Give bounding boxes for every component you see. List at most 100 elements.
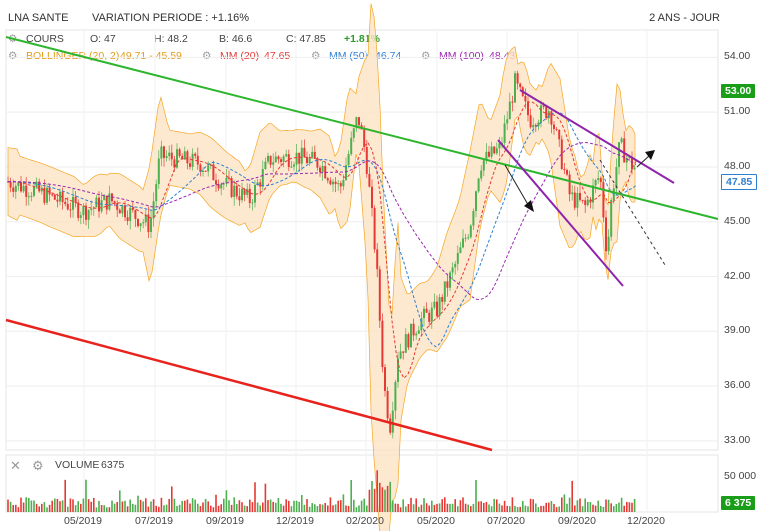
volume-bar [423, 498, 425, 512]
mm50-line [7, 111, 637, 348]
candle-body [248, 188, 251, 204]
candle-body [228, 177, 230, 179]
volume-bar [623, 505, 625, 512]
candle-body [449, 272, 451, 288]
volume-bar [584, 498, 586, 512]
volume-bar [522, 500, 524, 512]
candle-body [534, 125, 537, 127]
candle-body [381, 320, 384, 368]
legend-mm20: MM (20) [220, 50, 260, 62]
volume-bar [311, 503, 313, 512]
volume-bar [228, 500, 230, 512]
gear-icon[interactable]: ⚙ [8, 50, 18, 62]
candle-body [485, 151, 488, 161]
volume-bar [212, 507, 215, 512]
red-trendline [5, 318, 493, 452]
period-selector[interactable]: 2 ANS - JOUR [649, 12, 720, 24]
legend-mm20-value: 47.65 [264, 50, 291, 62]
volume-bar [236, 504, 238, 512]
gear-icon[interactable]: ⚙ [202, 50, 212, 62]
candle-body [625, 158, 628, 163]
candle-body [631, 157, 633, 170]
candle-body [337, 183, 340, 185]
volume-bar [220, 504, 222, 512]
candle-body [407, 334, 410, 348]
candle-body [131, 207, 134, 211]
volume-bar [243, 505, 246, 512]
legend-mm100: MM (100) [439, 50, 484, 62]
volume-bar [431, 500, 433, 512]
candle-body [391, 410, 394, 433]
candle-body [303, 147, 306, 158]
volume-bar [87, 499, 90, 512]
candle-body [95, 197, 98, 208]
gear-icon[interactable]: ⚙ [311, 50, 321, 62]
volume-bar [17, 507, 20, 512]
candle-body [451, 267, 454, 273]
volume-bar [602, 506, 605, 512]
gear-icon[interactable]: ⚙ [32, 458, 44, 473]
candle-body [40, 187, 43, 192]
candle-body [212, 164, 215, 181]
candle-body [394, 382, 397, 411]
volume-bar [498, 503, 501, 512]
candle-body [542, 105, 545, 107]
candles [7, 70, 636, 439]
candle-body [121, 205, 124, 214]
volume-bar [337, 500, 339, 512]
volume-bar [64, 479, 66, 512]
bollinger-area [7, 3, 636, 531]
gear-icon[interactable]: ⚙ [421, 50, 431, 62]
volume-bar [420, 504, 423, 512]
volume-bar [74, 505, 77, 512]
candle-body [568, 174, 571, 195]
candle-body [368, 173, 371, 187]
volume-bar [168, 498, 170, 512]
close-icon[interactable]: ✕ [10, 458, 21, 473]
x-tick-label: 07/2020 [487, 515, 525, 527]
candle-body [386, 390, 389, 419]
candle-body [425, 308, 428, 313]
volume-bar [592, 504, 594, 512]
volume-bar [301, 495, 303, 512]
volume-bar [475, 480, 477, 512]
volume-bar [46, 507, 48, 512]
candle-body [615, 167, 618, 189]
candle-body [597, 178, 600, 181]
volume-bar [360, 500, 363, 512]
candle-body [183, 151, 186, 160]
volume-bar [480, 501, 482, 512]
volume-bar [282, 505, 285, 512]
volume-bar [139, 499, 142, 512]
volume-label: VOLUME [55, 459, 100, 471]
candle-body [537, 122, 540, 127]
volume-bar [394, 503, 397, 512]
legend-open: O: 47 [90, 33, 116, 45]
candle-body [397, 358, 399, 383]
volume-bar [574, 505, 576, 512]
volume-bar [334, 504, 337, 512]
candle-body [46, 187, 48, 203]
candle-body [113, 201, 116, 204]
candle-body [246, 188, 249, 195]
volume-bar [223, 498, 225, 512]
candle-body [363, 129, 366, 148]
candle-body [295, 152, 298, 165]
candle-body [108, 193, 111, 210]
volume-bar [587, 501, 589, 512]
mm100-line [7, 141, 637, 301]
candle-body [272, 162, 275, 165]
volume-bar [51, 500, 53, 512]
volume-bar [532, 499, 534, 512]
volume-bar [355, 507, 358, 512]
x-tick-label: 12/2020 [627, 515, 665, 527]
candle-body [105, 195, 108, 210]
candle-body [285, 154, 288, 157]
volume-bar [106, 507, 108, 512]
candle-body [298, 152, 301, 164]
candle-body [254, 184, 256, 203]
volume-bar [233, 497, 235, 512]
volume-bar [147, 506, 150, 512]
volume-bar [444, 497, 446, 512]
